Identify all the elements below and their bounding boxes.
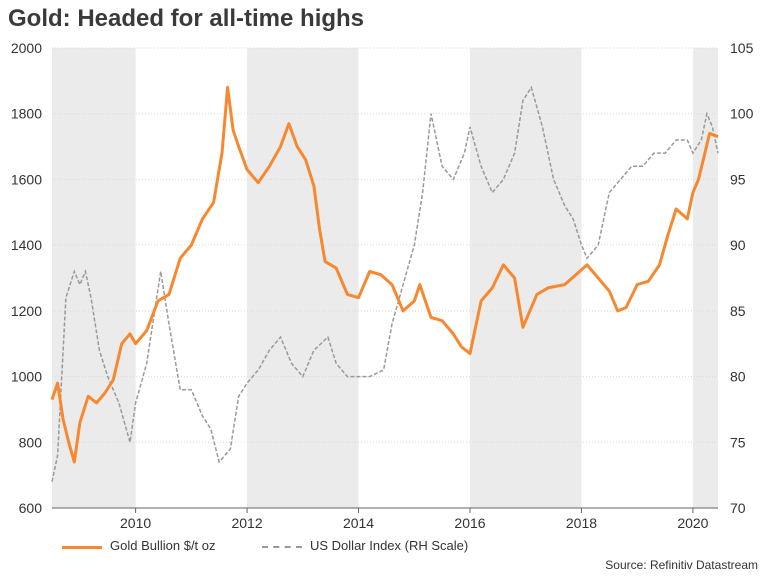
- right-tick-label-85: 85: [730, 303, 746, 319]
- source-note: Source: Refinitiv Datastream: [605, 558, 758, 572]
- legend-label-usd: US Dollar Index (RH Scale): [310, 538, 469, 553]
- left-tick-label-800: 800: [19, 434, 43, 450]
- x-tick-label-2012: 2012: [231, 515, 262, 531]
- x-tick-label-2016: 2016: [454, 515, 485, 531]
- legend-swatch-gold: [62, 546, 102, 549]
- series-line-gold-bullion: [50, 85, 719, 464]
- shaded-period-3: [692, 48, 718, 508]
- chart-title: Gold: Headed for all-time highs: [8, 5, 365, 32]
- left-tick-label-2000: 2000: [11, 40, 42, 56]
- right-tick-label-70: 70: [730, 500, 746, 516]
- left-tick-label-1200: 1200: [11, 303, 42, 319]
- right-tick-label-100: 100: [730, 106, 754, 122]
- x-axis-ticks: 2010 2012 2014 2016 2018 2020: [120, 508, 709, 531]
- legend-label-gold: Gold Bullion $/t oz: [110, 538, 216, 553]
- gridlines: [52, 47, 718, 443]
- right-tick-label-105: 105: [730, 40, 754, 56]
- right-tick-label-90: 90: [730, 237, 746, 253]
- series-line-us-dollar-index: [51, 85, 719, 482]
- left-tick-label-1600: 1600: [11, 171, 42, 187]
- left-tick-label-1800: 1800: [11, 106, 42, 122]
- x-tick-label-2018: 2018: [566, 515, 597, 531]
- left-axis-ticks: 600 800 1000 1200 1400 1600 1800 2000: [11, 40, 42, 516]
- shaded-period-2: [469, 48, 582, 508]
- legend-swatch-usd: [262, 546, 302, 548]
- x-tick-label-2010: 2010: [120, 515, 151, 531]
- left-tick-label-1400: 1400: [11, 237, 42, 253]
- shaded-period-0: [52, 48, 136, 508]
- right-tick-label-80: 80: [730, 369, 746, 385]
- right-axis-ticks: 70 75 80 85 90 95 100 105: [730, 40, 754, 516]
- left-tick-label-1000: 1000: [11, 369, 42, 385]
- left-tick-label-600: 600: [19, 500, 43, 516]
- right-tick-label-75: 75: [730, 434, 746, 450]
- right-tick-label-95: 95: [730, 171, 746, 187]
- shaded-periods: [52, 48, 718, 508]
- x-tick-label-2020: 2020: [677, 515, 708, 531]
- x-tick-label-2014: 2014: [343, 515, 374, 531]
